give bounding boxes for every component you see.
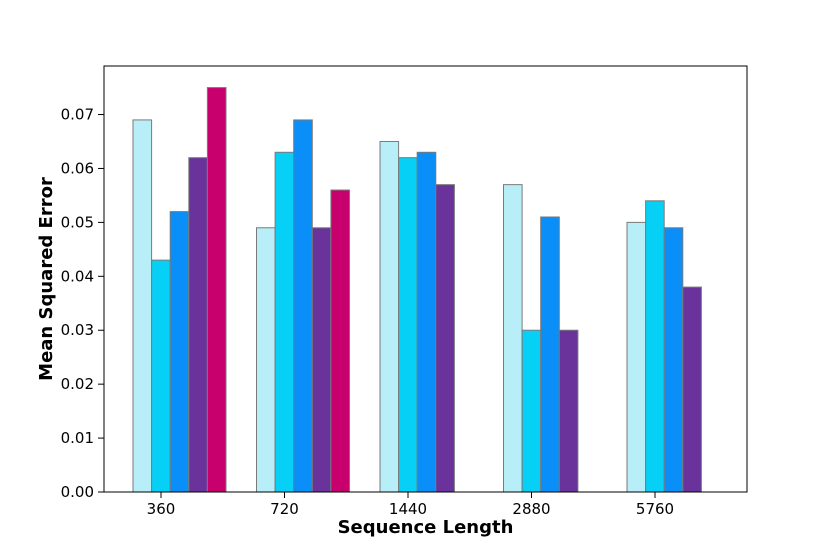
- x-tick-label: 360: [147, 500, 176, 518]
- bar-1440-s4: [435, 184, 455, 493]
- bar-720-s4: [311, 227, 332, 493]
- y-tick-label: 0.02: [61, 375, 94, 393]
- bar-5760-s3: [663, 227, 684, 493]
- y-tick-label: 0.07: [61, 106, 94, 124]
- bar-2880-s1: [503, 184, 523, 493]
- bar-5760-s2: [645, 200, 665, 493]
- y-tick-label: 0.05: [61, 213, 94, 231]
- y-tick-label: 0.03: [61, 321, 94, 339]
- y-axis-label: Mean Squared Error: [36, 177, 57, 381]
- x-axis-label: Sequence Length: [338, 517, 514, 538]
- x-tick-label: 720: [270, 500, 299, 518]
- bar-2880-s4: [558, 329, 579, 493]
- bar-1440-s1: [379, 140, 400, 493]
- bar-5760-s4: [682, 286, 702, 493]
- x-tick-label: 1440: [389, 500, 427, 518]
- bar-720-s1: [256, 227, 276, 493]
- x-tick-label: 5760: [636, 500, 674, 518]
- bar-360-s5: [206, 87, 227, 493]
- bar-360-s4: [188, 157, 208, 493]
- y-tick-label: 0.04: [61, 267, 94, 285]
- y-tick-label: 0.01: [61, 429, 94, 447]
- bar-720-s2: [274, 151, 295, 493]
- x-axis: 360 720 1440 2880 5760: [147, 492, 674, 518]
- plot-frame: [103, 65, 748, 493]
- bar-360-s1: [132, 119, 153, 493]
- bars-group: [132, 87, 702, 493]
- bar-2880-s2: [521, 329, 542, 493]
- bar-720-s3: [293, 119, 313, 493]
- bar-2880-s3: [540, 216, 560, 493]
- bar-1440-s2: [398, 157, 418, 493]
- bar-720-s5: [330, 189, 350, 493]
- bar-1440-s3: [416, 151, 437, 493]
- y-tick-label: 0.06: [61, 159, 94, 177]
- bar-5760-s1: [626, 221, 647, 493]
- y-tick-label: 0.00: [61, 483, 94, 501]
- x-tick-label: 2880: [512, 500, 550, 518]
- bar-360-s2: [151, 259, 171, 493]
- y-axis: 0.00 0.01 0.02 0.03 0.04 0.05 0.06 0.07: [61, 106, 104, 501]
- bar-360-s3: [169, 211, 190, 493]
